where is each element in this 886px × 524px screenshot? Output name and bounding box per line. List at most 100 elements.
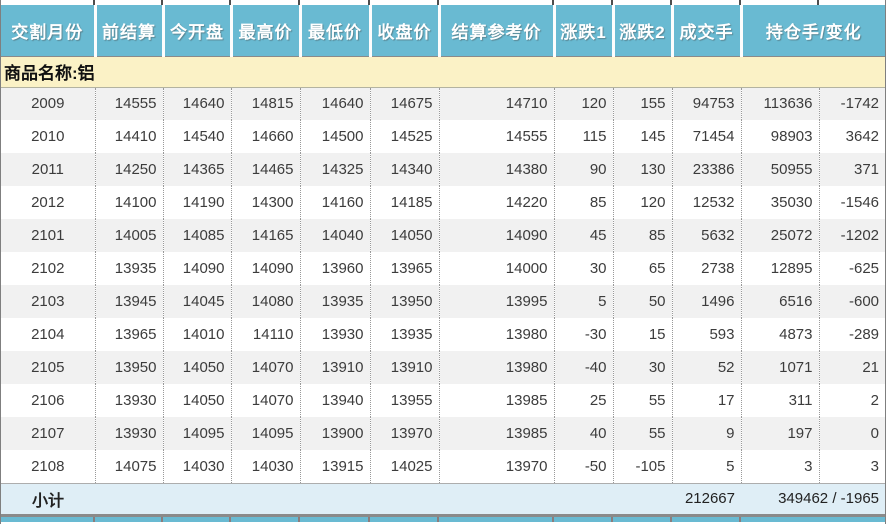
table-row[interactable]: 2011 14250 14365 14465 14325 14340 14380 90 130 2…: [1, 153, 886, 186]
cell-close: 13935: [369, 318, 439, 351]
table-row[interactable]: 2103 13945 14045 14080 13935 13950 13995 5 50 149…: [1, 285, 886, 318]
cell-high: 14465: [230, 153, 300, 186]
cell-close: 13965: [369, 252, 439, 285]
cell-change2: 55: [612, 384, 672, 417]
cell-change1: 85: [553, 186, 613, 219]
partial-header-bottom: [1, 517, 885, 522]
column-header-prev-settlement: 前结算: [93, 5, 163, 57]
table-row[interactable]: 2105 13950 14050 14070 13910 13910 13980 -40 30 5…: [1, 351, 886, 384]
cell-change1: 25: [553, 384, 613, 417]
cell-prev-settlement: 13945: [94, 285, 163, 318]
cell-prev-settlement: 14100: [94, 186, 163, 219]
cell-volume: 593: [671, 318, 741, 351]
column-header-close: 收盘价: [368, 5, 439, 57]
table-row[interactable]: 2107 13930 14095 14095 13900 13970 13985 40 55 9 1…: [1, 417, 886, 450]
cell-close: 13970: [369, 417, 439, 450]
cell-high: 14815: [230, 87, 300, 120]
subtotal-row: 小计 212667 349462 / -1965: [1, 482, 886, 514]
cell-low: 14640: [299, 87, 370, 120]
cell-delivery-month: 2101: [31, 227, 65, 244]
cell-prev-settlement: 14005: [94, 219, 163, 252]
table-row[interactable]: 2009 14555 14640 14815 14640 14675 14710 120 155…: [1, 87, 886, 120]
cell-oi-change: -1742: [818, 87, 886, 120]
cell-prev-settlement: 14075: [94, 450, 163, 483]
cell-high: 14095: [230, 417, 300, 450]
cell-close: 13950: [369, 285, 439, 318]
commodity-name-row: 商品名称:铝: [1, 56, 886, 88]
cell-settlement-ref: 13985: [438, 417, 554, 450]
cell-delivery-month: 2010: [31, 128, 65, 145]
cell-close: 14675: [369, 87, 439, 120]
cell-high: 14660: [230, 120, 300, 153]
cell-close: 14340: [369, 153, 439, 186]
cell-open: 14045: [162, 285, 231, 318]
cell-open: 14085: [162, 219, 231, 252]
cell-change1: 30: [553, 252, 613, 285]
table-row[interactable]: 2102 13935 14090 14090 13960 13965 14000 30 65 27…: [1, 252, 886, 285]
table-row[interactable]: 2010 14410 14540 14660 14500 14525 14555 115 145…: [1, 120, 886, 153]
cell-delivery-month: 2009: [31, 95, 65, 113]
cell-change2: 130: [612, 153, 672, 186]
cell-open-interest: 311: [740, 384, 819, 417]
cell-low: 13900: [299, 417, 370, 450]
cell-settlement-ref: 14380: [438, 153, 554, 186]
cell-low: 14040: [299, 219, 370, 252]
column-header-open-interest-change: 持仓手/变化: [739, 5, 886, 57]
cell-low: 13940: [299, 384, 370, 417]
cell-open-interest: 25072: [740, 219, 819, 252]
table-row[interactable]: 2106 13930 14050 14070 13940 13955 13985 25 55 17…: [1, 384, 886, 417]
cell-settlement-ref: 13980: [438, 351, 554, 384]
cell-change2: 85: [612, 219, 672, 252]
cell-delivery-month: 2107: [31, 425, 65, 442]
cell-low: 14325: [299, 153, 370, 186]
table-row[interactable]: 2108 14075 14030 14030 13915 14025 13970 -50 -10…: [1, 450, 886, 483]
cell-delivery-month: 2102: [31, 260, 65, 277]
cell-change1: 115: [553, 120, 613, 153]
cell-settlement-ref: 13980: [438, 318, 554, 351]
cell-volume: 5632: [671, 219, 741, 252]
cell-high: 14030: [230, 450, 300, 483]
header-row: 交割月份 前结算 今开盘 最高价 最低价 收盘价 结算参考价 涨跌1 涨跌2 成…: [1, 5, 886, 57]
partial-row-top: [1, 0, 885, 5]
cell-volume: 1496: [671, 285, 741, 318]
cell-open-interest: 197: [740, 417, 819, 450]
cell-settlement-ref: 13995: [438, 285, 554, 318]
cell-settlement-ref: 13985: [438, 384, 554, 417]
cell-low: 14500: [299, 120, 370, 153]
cell-open: 14095: [162, 417, 231, 450]
cell-prev-settlement: 13935: [94, 252, 163, 285]
cell-settlement-ref: 14090: [438, 219, 554, 252]
cell-open: 14190: [162, 186, 231, 219]
cell-change2: 50: [612, 285, 672, 318]
cell-settlement-ref: 14000: [438, 252, 554, 285]
cell-change1: -50: [553, 450, 613, 483]
cell-delivery-month: 2108: [31, 457, 65, 475]
cell-change2: 120: [612, 186, 672, 219]
cell-change2: -105: [612, 450, 672, 483]
cell-change1: 120: [553, 87, 613, 120]
cell-open: 14050: [162, 384, 231, 417]
cell-change1: 5: [553, 285, 613, 318]
column-header-change1: 涨跌1: [552, 5, 613, 57]
subtotal-open-interest-change: 349462 / -1965: [741, 482, 886, 514]
cell-close: 14050: [369, 219, 439, 252]
table-row[interactable]: 2012 14100 14190 14300 14160 14185 14220 85 120 1…: [1, 186, 886, 219]
table-row[interactable]: 2101 14005 14085 14165 14040 14050 14090 45 85 56…: [1, 219, 886, 252]
cell-close: 13910: [369, 351, 439, 384]
cell-volume: 12532: [671, 186, 741, 219]
cell-volume: 9: [671, 417, 741, 450]
cell-change1: -40: [553, 351, 613, 384]
cell-open: 14640: [162, 87, 231, 120]
futures-quote-table: 交割月份 前结算 今开盘 最高价 最低价 收盘价 结算参考价 涨跌1 涨跌2 成…: [1, 5, 886, 514]
cell-open: 14050: [162, 351, 231, 384]
cell-change1: 90: [553, 153, 613, 186]
cell-volume: 52: [671, 351, 741, 384]
table-row[interactable]: 2104 13965 14010 14110 13930 13935 13980 -30 15 5…: [1, 318, 886, 351]
cell-close: 14025: [369, 450, 439, 483]
column-header-change2: 涨跌2: [611, 5, 672, 57]
quote-table-body: 商品名称:铝 2009 14555 14640 14815 14640 14675 1471…: [1, 56, 886, 483]
cell-oi-change: 3642: [818, 120, 886, 153]
cell-oi-change: -600: [818, 285, 886, 318]
cell-open: 14090: [162, 252, 231, 285]
cell-change2: 155: [612, 87, 672, 120]
